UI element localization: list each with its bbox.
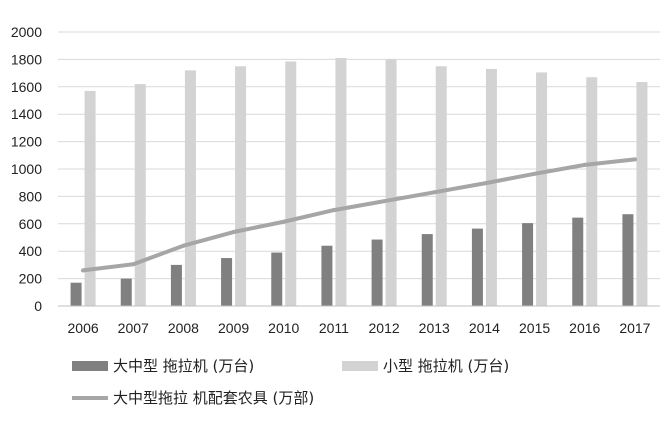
x-tick-label: 2010 [268, 320, 299, 336]
legend-swatch [72, 361, 108, 371]
x-tick-label: 2009 [218, 320, 249, 336]
line-point [632, 157, 637, 162]
x-tick-label: 2014 [469, 320, 500, 336]
y-tick-label: 200 [19, 271, 43, 287]
bars [70, 58, 648, 307]
x-tick-label: 2007 [118, 320, 149, 336]
y-tick-label: 400 [19, 243, 43, 259]
line-point [81, 268, 86, 273]
legend-label: 大中型拖拉 机配套农具 (万部) [113, 389, 314, 407]
bar-small-tractor [385, 59, 397, 307]
legend: 大中型 拖拉机 (万台) 小型 拖拉机 (万台) 大中型拖拉 机配套农具 (万部) [72, 357, 509, 407]
bar-large-medium-tractor [622, 214, 634, 306]
bar-large-medium-tractor [271, 252, 283, 306]
y-tick-label: 2000 [11, 24, 42, 40]
bar-small-tractor [84, 90, 96, 306]
bar-small-tractor [134, 84, 146, 306]
y-tick-label: 1800 [11, 51, 42, 67]
bar-large-medium-tractor [371, 239, 383, 306]
x-tick-label: 2017 [619, 320, 650, 336]
line-point [181, 243, 186, 248]
line-point [582, 162, 587, 167]
line-point [532, 171, 537, 176]
y-tick-label: 1200 [11, 134, 42, 150]
x-tick-label: 2006 [68, 320, 99, 336]
y-tick-label: 0 [34, 298, 42, 314]
bar-small-tractor [335, 58, 347, 306]
x-tick-label: 2015 [519, 320, 550, 336]
line-point [331, 208, 336, 213]
bar-small-tractor [586, 77, 598, 307]
bar-small-tractor [435, 66, 447, 306]
y-tick-label: 800 [19, 188, 43, 204]
bar-large-medium-tractor [471, 228, 483, 306]
line-point [382, 199, 387, 204]
bar-small-tractor [485, 68, 497, 307]
bar-large-medium-tractor [70, 282, 82, 306]
bar-large-medium-tractor [120, 278, 132, 306]
line-series [81, 157, 637, 273]
bar-large-medium-tractor [221, 258, 233, 306]
legend-swatch [342, 361, 378, 371]
gridlines [58, 31, 660, 280]
x-tick-label: 2013 [419, 320, 450, 336]
y-tick-label: 1600 [11, 79, 42, 95]
line-point [231, 230, 236, 235]
bar-large-medium-tractor [522, 223, 534, 306]
y-tick-label: 1400 [11, 106, 42, 122]
line-point [432, 190, 437, 195]
y-axis-ticks: 0 200 400 600 800 1000 1200 1400 1600 1800 2000 [11, 24, 42, 314]
x-tick-label: 2016 [569, 320, 600, 336]
line-point [482, 181, 487, 186]
bar-small-tractor [235, 66, 247, 306]
legend-label: 小型 拖拉机 (万台) [383, 357, 509, 375]
x-tick-label: 2011 [319, 320, 349, 336]
implements-line [81, 157, 637, 273]
legend-label: 大中型 拖拉机 (万台) [113, 357, 254, 375]
x-tick-label: 2008 [168, 320, 199, 336]
bar-small-tractor [636, 82, 648, 306]
bar-large-medium-tractor [572, 217, 584, 306]
bar-large-medium-tractor [321, 245, 333, 306]
bar-small-tractor [536, 72, 548, 306]
line-point [281, 219, 286, 224]
bar-small-tractor [285, 61, 297, 306]
y-tick-label: 600 [19, 216, 43, 232]
x-tick-label: 2012 [369, 320, 400, 336]
bar-large-medium-tractor [170, 264, 182, 306]
bar-large-medium-tractor [421, 234, 433, 306]
x-axis-ticks: 2006 2007 2008 2009 2010 2011 2012 2013 2014 2015… [68, 320, 651, 336]
bar-small-tractor [184, 70, 196, 306]
line-point [131, 262, 136, 267]
y-tick-label: 1000 [11, 161, 42, 177]
